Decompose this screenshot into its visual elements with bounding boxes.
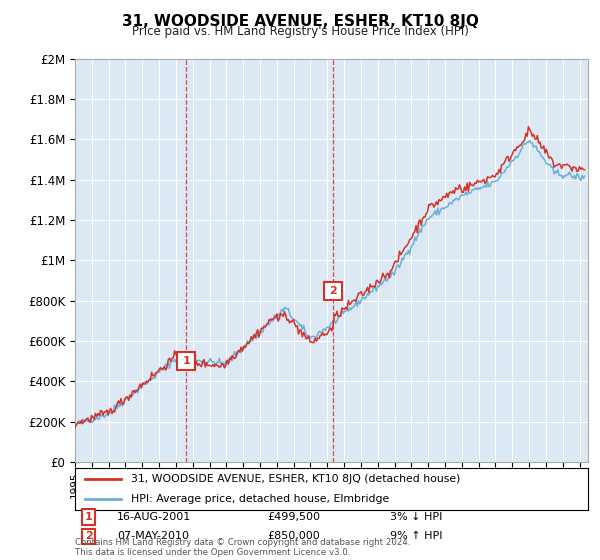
Text: 1: 1 <box>182 356 190 366</box>
Text: 07-MAY-2010: 07-MAY-2010 <box>117 531 189 542</box>
Text: 16-AUG-2001: 16-AUG-2001 <box>117 512 191 522</box>
Text: Contains HM Land Registry data © Crown copyright and database right 2024.
This d: Contains HM Land Registry data © Crown c… <box>75 538 410 557</box>
Text: 2: 2 <box>329 286 337 296</box>
Text: Price paid vs. HM Land Registry's House Price Index (HPI): Price paid vs. HM Land Registry's House … <box>131 25 469 38</box>
Text: 1: 1 <box>85 512 92 522</box>
Text: 3% ↓ HPI: 3% ↓ HPI <box>390 512 442 522</box>
Text: £850,000: £850,000 <box>267 531 320 542</box>
Text: HPI: Average price, detached house, Elmbridge: HPI: Average price, detached house, Elmb… <box>131 494 389 504</box>
Text: 2: 2 <box>85 531 92 542</box>
Text: £499,500: £499,500 <box>267 512 320 522</box>
Text: 31, WOODSIDE AVENUE, ESHER, KT10 8JQ (detached house): 31, WOODSIDE AVENUE, ESHER, KT10 8JQ (de… <box>131 474 461 484</box>
Text: 9% ↑ HPI: 9% ↑ HPI <box>390 531 443 542</box>
Text: 31, WOODSIDE AVENUE, ESHER, KT10 8JQ: 31, WOODSIDE AVENUE, ESHER, KT10 8JQ <box>122 14 478 29</box>
